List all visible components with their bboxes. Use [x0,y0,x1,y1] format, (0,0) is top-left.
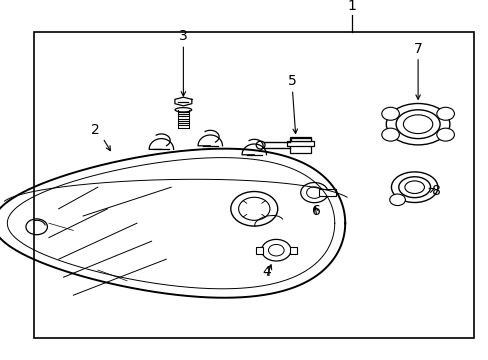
Text: 6: 6 [312,204,321,218]
Bar [255,247,262,254]
Ellipse shape [386,104,449,145]
Circle shape [389,194,405,206]
Bar [289,247,296,254]
Text: 5: 5 [287,74,296,88]
Circle shape [436,107,453,120]
Circle shape [381,128,399,141]
Bar [34,32,473,338]
Text: 8: 8 [431,184,440,198]
Text: 2: 2 [91,123,100,137]
Ellipse shape [404,181,424,194]
Ellipse shape [256,141,264,149]
Circle shape [268,244,284,256]
Bar [290,138,310,141]
Bar [289,137,311,153]
Bar [286,141,314,146]
Circle shape [436,128,453,141]
Bar [319,189,336,196]
Ellipse shape [403,115,432,134]
Ellipse shape [390,172,437,202]
Ellipse shape [398,177,429,198]
Text: 3: 3 [179,29,187,43]
Text: 7: 7 [413,42,422,56]
Circle shape [306,187,322,198]
Circle shape [381,107,399,120]
Ellipse shape [395,110,439,139]
Circle shape [261,239,290,261]
Text: 4: 4 [262,265,270,279]
Circle shape [300,183,327,203]
Text: 1: 1 [347,0,356,13]
